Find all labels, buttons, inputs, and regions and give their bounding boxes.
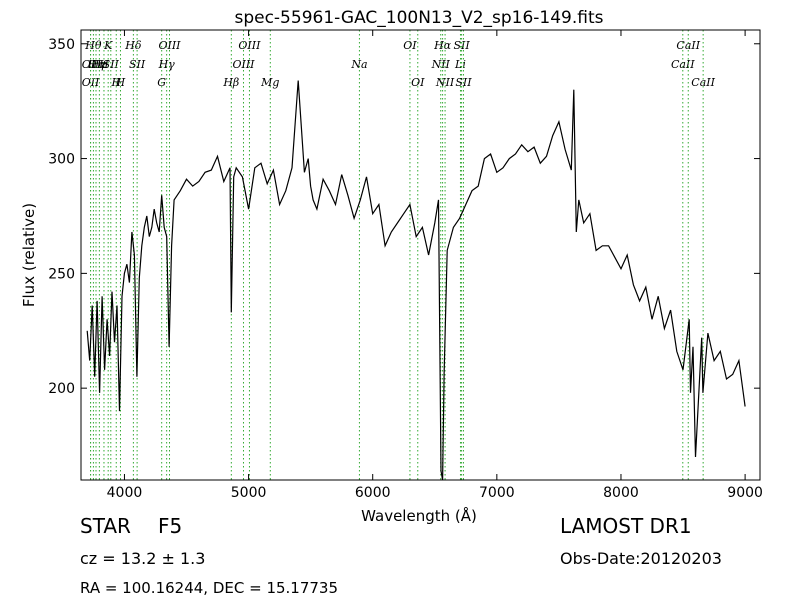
line-marker-label-29: CaII xyxy=(676,39,700,52)
line-marker-label-1: OII xyxy=(82,76,100,89)
line-marker-label-4: Hε xyxy=(91,58,108,71)
line-marker-label-30: CaII xyxy=(691,76,715,89)
line-marker-label-5: H xyxy=(98,58,109,71)
ra-dec-coordinates: RA = 100.16244, DEC = 15.17735 xyxy=(80,579,339,597)
y-tick-label-0: 200 xyxy=(48,381,75,397)
x-tick-label-3: 7000 xyxy=(479,485,515,501)
line-marker-label-18: Mg xyxy=(260,76,279,89)
line-marker-label-22: NII xyxy=(431,58,451,71)
line-marker-label-21: OI xyxy=(411,76,425,89)
line-marker-label-0: OII xyxy=(82,58,100,71)
line-marker-label-28: CaII xyxy=(671,58,695,71)
line-marker-label-26: SII xyxy=(453,39,470,52)
axis-ticks: 4000 5000 6000 7000 8000 9000 200 250 300 350 xyxy=(48,30,763,501)
spectrum-line xyxy=(86,80,746,480)
y-tick-label-2: 300 xyxy=(48,152,75,168)
y-tick-label-3: 350 xyxy=(48,37,75,53)
line-marker-label-11: SII xyxy=(129,58,146,71)
line-markers: OIIOIIHθHηHεHKSIIHHHδSIIGHγOIIIHβOIIIOII… xyxy=(82,30,716,480)
line-marker-label-10: Hδ xyxy=(124,39,142,52)
line-marker-label-27: SII xyxy=(455,76,472,89)
line-marker-label-12: G xyxy=(157,76,166,89)
line-marker-label-16: OIII xyxy=(232,58,255,71)
x-tick-label-0: 4000 xyxy=(107,485,143,501)
line-marker-label-24: NII xyxy=(435,76,455,89)
subclass: F5 xyxy=(158,514,183,538)
line-marker-label-6: K xyxy=(103,39,113,52)
plot-frame xyxy=(80,29,761,481)
line-marker-label-7: SII xyxy=(103,58,120,71)
x-tick-label-1: 5000 xyxy=(231,485,267,501)
object-class: STAR xyxy=(80,514,131,538)
redshift-cz: cz = 13.2 ± 1.3 xyxy=(80,549,206,568)
x-axis-label: Wavelength (Å) xyxy=(361,506,477,525)
line-marker-label-14: OIII xyxy=(158,39,181,52)
line-marker-label-13: Hγ xyxy=(158,58,176,71)
x-tick-label-2: 6000 xyxy=(355,485,391,501)
line-marker-label-15: Hβ xyxy=(222,76,239,89)
y-axis-label: Flux (relative) xyxy=(20,203,38,307)
line-marker-label-17: OIII xyxy=(238,39,261,52)
line-marker-label-8: H xyxy=(110,76,121,89)
y-tick-label-1: 250 xyxy=(48,266,75,282)
x-tick-label-5: 9000 xyxy=(727,485,763,501)
spectrum-series xyxy=(86,80,746,480)
line-marker-label-23: Hα xyxy=(433,39,452,52)
line-marker-label-2: Hθ xyxy=(84,39,102,52)
obs-date: Obs-Date:20120203 xyxy=(560,549,722,568)
line-marker-label-9: H xyxy=(115,76,126,89)
line-marker-label-3: Hη xyxy=(87,58,105,71)
chart-title: spec-55961-GAC_100N13_V2_sp16-149.fits xyxy=(234,8,603,28)
survey-name: LAMOST DR1 xyxy=(560,514,692,538)
x-tick-label-4: 8000 xyxy=(603,485,639,501)
line-marker-label-25: Li xyxy=(454,58,466,71)
line-marker-label-20: OI xyxy=(403,39,417,52)
line-marker-label-19: Na xyxy=(350,58,367,71)
